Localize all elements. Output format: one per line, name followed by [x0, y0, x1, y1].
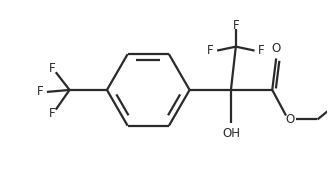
Text: F: F [49, 62, 55, 75]
Text: O: O [285, 113, 295, 126]
Text: F: F [233, 19, 239, 31]
Text: F: F [49, 107, 55, 120]
Text: O: O [272, 42, 281, 55]
Text: F: F [37, 85, 43, 98]
Text: F: F [258, 44, 265, 57]
Text: OH: OH [222, 127, 240, 140]
Text: F: F [207, 44, 214, 57]
